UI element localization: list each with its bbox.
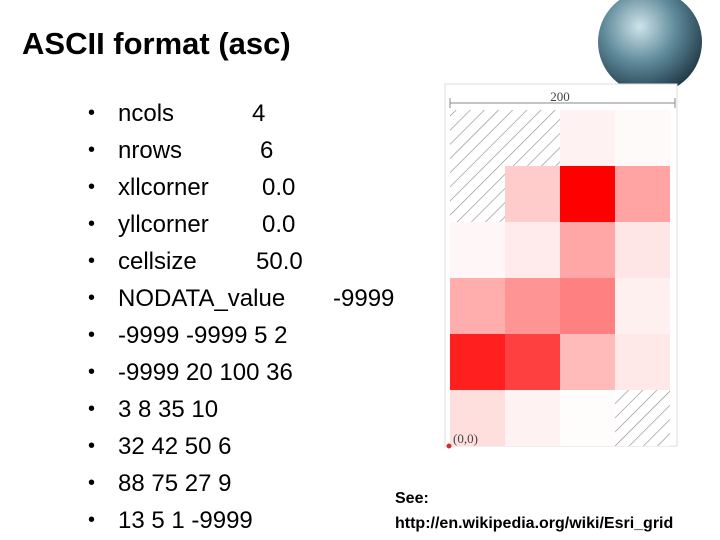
bullet-text: 88 75 27 9: [118, 470, 232, 497]
header-value: 4: [252, 100, 266, 127]
reference-label: See:: [395, 490, 429, 507]
bullet-marker: •: [88, 509, 96, 531]
header-value: 50.0: [256, 248, 303, 275]
width-label: 200: [550, 89, 570, 104]
bullet-text: 3 8 35 10: [118, 396, 219, 423]
header-value: 0.0: [262, 174, 296, 201]
reference-url: http://en.wikipedia.org/wiki/Esri_grid: [395, 515, 674, 532]
header-value: -9999: [333, 285, 395, 312]
bullet-text: -9999 -9999 5 2: [118, 322, 288, 349]
header-value: 6: [260, 137, 274, 164]
header-value: 0.0: [262, 211, 296, 238]
bullet-text: xllcorner: [118, 174, 209, 201]
bullet-text: NODATA_value: [118, 285, 286, 312]
slide-title: ASCII format (asc): [22, 26, 291, 61]
globe-icon: [598, 0, 702, 94]
bullet-text: 32 42 50 6: [118, 433, 232, 460]
origin-dot: [446, 443, 452, 449]
bullet-marker: •: [88, 361, 96, 383]
bullet-marker: •: [88, 139, 96, 161]
raster-grid: [450, 110, 670, 446]
bullet-marker: •: [88, 324, 96, 346]
bullet-text: 13 5 1 -9999: [118, 507, 253, 534]
origin-label: (0,0): [453, 431, 478, 446]
bullet-marker: •: [88, 472, 96, 494]
bullet-text: nrows: [118, 137, 183, 164]
bullet-marker: •: [88, 176, 96, 198]
bullet-marker: •: [88, 102, 96, 124]
bullet-marker: •: [88, 213, 96, 235]
bullet-marker: •: [88, 435, 96, 457]
bullet-marker: •: [88, 287, 96, 309]
bullet-text: ncols: [118, 100, 175, 127]
bullet-text: cellsize: [118, 248, 197, 275]
bullet-marker: •: [88, 250, 96, 272]
bullet-text: yllcorner: [118, 211, 209, 238]
bullet-marker: •: [88, 398, 96, 420]
bullet-text: -9999 20 100 36: [118, 359, 293, 386]
